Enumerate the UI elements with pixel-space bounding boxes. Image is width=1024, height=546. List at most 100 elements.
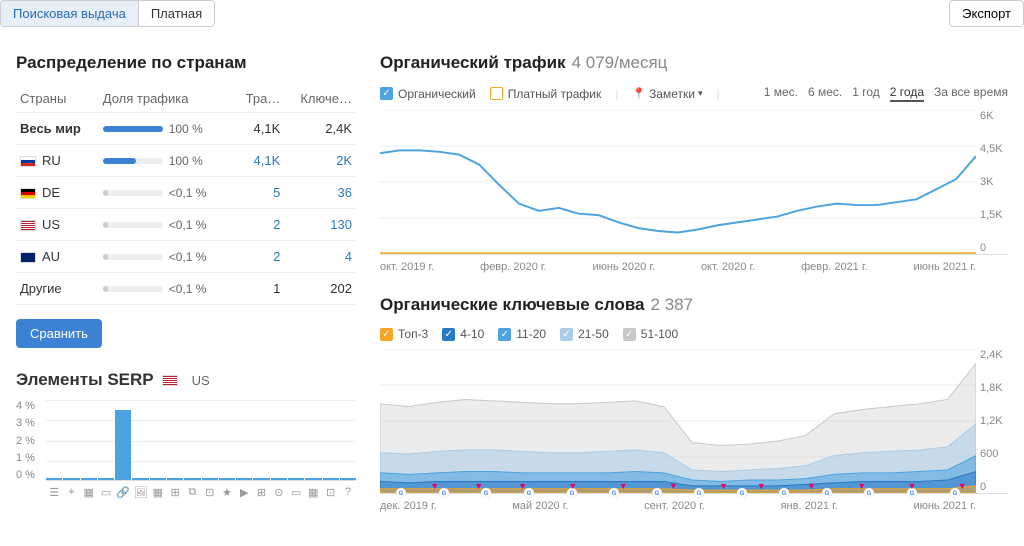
svg-text:G: G — [825, 491, 830, 497]
serp-bar[interactable] — [271, 478, 287, 480]
serp-bar[interactable] — [167, 478, 183, 480]
de-flag-icon — [20, 188, 36, 199]
tab-organic[interactable]: Поисковая выдача — [1, 1, 138, 26]
serp-bar[interactable] — [236, 478, 252, 480]
note-marker-icon[interactable]: ▼ — [430, 481, 439, 491]
google-update-icon[interactable]: G — [821, 487, 833, 499]
note-marker-icon[interactable]: ▼ — [518, 481, 527, 491]
serp-bar[interactable] — [81, 478, 97, 480]
legend-item[interactable]: ✓21-50 — [560, 327, 609, 341]
serp-feature-icon[interactable]: ▭ — [288, 486, 304, 499]
serp-feature-icon[interactable]: ▭ — [98, 486, 114, 499]
svg-text:G: G — [442, 491, 447, 497]
table-row: RU100 %4,1K2K — [16, 145, 356, 177]
serp-bar[interactable] — [219, 478, 235, 480]
serp-feature-icon[interactable]: ⧉ — [184, 486, 200, 499]
serp-feature-icon[interactable]: ⊞ — [167, 486, 183, 499]
traffic-chart: 6K4,5K3K1,5K0 — [380, 110, 1008, 255]
note-marker-icon[interactable]: ▼ — [757, 481, 766, 491]
serp-bar[interactable] — [184, 478, 200, 480]
google-update-icon[interactable]: G — [778, 487, 790, 499]
note-marker-icon[interactable]: ▼ — [807, 481, 816, 491]
notes-dropdown[interactable]: 📍Заметки▾ — [632, 87, 702, 101]
svg-text:G: G — [739, 491, 744, 497]
serp-bar[interactable] — [305, 478, 321, 480]
serp-feature-icon[interactable]: ⌖ — [63, 486, 79, 499]
serp-bar[interactable] — [288, 478, 304, 480]
range-3[interactable]: 2 года — [890, 85, 924, 102]
serp-feature-icon[interactable]: ⊞ — [253, 486, 269, 499]
serp-feature-icon[interactable]: ▦ — [305, 486, 321, 499]
us-flag-icon — [20, 220, 36, 231]
note-marker-icon[interactable]: ▼ — [908, 481, 917, 491]
serp-bar[interactable] — [132, 478, 148, 480]
legend-item[interactable]: Платный трафик — [490, 87, 602, 101]
legend-item[interactable]: ✓Органический — [380, 87, 476, 101]
serp-bar[interactable] — [340, 478, 356, 480]
range-2[interactable]: 1 год — [852, 85, 880, 102]
note-marker-icon[interactable]: ▼ — [857, 481, 866, 491]
serp-feature-icon[interactable]: ⊙ — [271, 486, 287, 499]
serp-bar[interactable] — [202, 478, 218, 480]
serp-feature-icon[interactable]: ⊡ — [202, 486, 218, 499]
range-1[interactable]: 6 мес. — [808, 85, 842, 102]
svg-text:G: G — [867, 491, 872, 497]
svg-text:G: G — [527, 491, 532, 497]
note-marker-icon[interactable]: ▼ — [619, 481, 628, 491]
serp-chart: 4 %3 %2 %1 %0 % ☰⌖▦▭🔗🖼▦⊞⧉⊡★▶⊞⊙▭▦⊡? — [16, 400, 356, 495]
svg-text:G: G — [782, 491, 787, 497]
serp-bar[interactable] — [63, 478, 79, 480]
note-marker-icon[interactable]: ▼ — [669, 481, 678, 491]
legend-item[interactable]: ✓11-20 — [498, 327, 546, 341]
google-update-icon[interactable]: G — [736, 487, 748, 499]
au-flag-icon — [20, 252, 36, 263]
compare-button[interactable]: Сравнить — [16, 319, 102, 348]
serp-bar[interactable] — [115, 410, 131, 480]
google-update-icon[interactable]: G — [395, 487, 407, 499]
note-marker-icon[interactable]: ▼ — [958, 481, 967, 491]
us-flag-icon — [162, 375, 178, 386]
export-button[interactable]: Экспорт — [949, 0, 1024, 27]
serp-feature-icon[interactable]: ▦ — [150, 486, 166, 499]
serp-feature-icon[interactable]: 🖼 — [132, 486, 148, 499]
table-row: Другие<0,1 %1202 — [16, 273, 356, 305]
table-row: DE<0,1 %536 — [16, 177, 356, 209]
legend-item[interactable]: ✓51-100 — [623, 327, 678, 341]
traffic-type-tabs: Поисковая выдача Платная — [0, 0, 215, 27]
note-marker-icon[interactable]: ▼ — [474, 481, 483, 491]
serp-title: Элементы SERP US — [16, 370, 356, 390]
keywords-chart: 2,4K1,8K1,2K6000 GGGGGGGGGGGGGG ▼▼▼▼▼▼▼▼… — [380, 349, 1008, 494]
serp-feature-icon[interactable]: ★ — [219, 486, 235, 499]
serp-bar[interactable] — [253, 478, 269, 480]
google-update-icon[interactable]: G — [438, 487, 450, 499]
serp-bar[interactable] — [46, 478, 62, 480]
legend-item[interactable]: ✓4-10 — [442, 327, 484, 341]
svg-text:G: G — [484, 491, 489, 497]
serp-feature-icon[interactable]: ⊡ — [323, 486, 339, 499]
range-0[interactable]: 1 мес. — [764, 85, 798, 102]
ru-flag-icon — [20, 156, 36, 167]
range-4[interactable]: За все время — [934, 85, 1008, 102]
serp-feature-icon[interactable]: 🔗 — [115, 486, 131, 499]
note-marker-icon[interactable]: ▼ — [568, 481, 577, 491]
svg-text:G: G — [654, 491, 659, 497]
serp-feature-icon[interactable]: ? — [340, 486, 356, 499]
legend-item[interactable]: ✓Топ-3 — [380, 327, 428, 341]
svg-text:G: G — [399, 491, 404, 497]
google-update-icon[interactable]: G — [651, 487, 663, 499]
tab-paid[interactable]: Платная — [138, 1, 214, 26]
serp-bar[interactable] — [98, 478, 114, 480]
table-row: Весь мир100 %4,1K2,4K — [16, 113, 356, 145]
serp-feature-icon[interactable]: ▶ — [236, 486, 252, 499]
table-row: US<0,1 %2130 — [16, 209, 356, 241]
table-row: AU<0,1 %24 — [16, 241, 356, 273]
keywords-chart-title: Органические ключевые слова2 387 — [380, 295, 1008, 315]
serp-bar[interactable] — [150, 478, 166, 480]
serp-feature-icon[interactable]: ▦ — [81, 486, 97, 499]
serp-feature-icon[interactable]: ☰ — [46, 486, 62, 499]
google-update-icon[interactable]: G — [693, 487, 705, 499]
svg-text:G: G — [952, 491, 957, 497]
countries-table: СтраныДоля трафикаТра…Ключе… Весь мир100… — [16, 85, 356, 305]
note-marker-icon[interactable]: ▼ — [719, 481, 728, 491]
serp-bar[interactable] — [323, 478, 339, 480]
